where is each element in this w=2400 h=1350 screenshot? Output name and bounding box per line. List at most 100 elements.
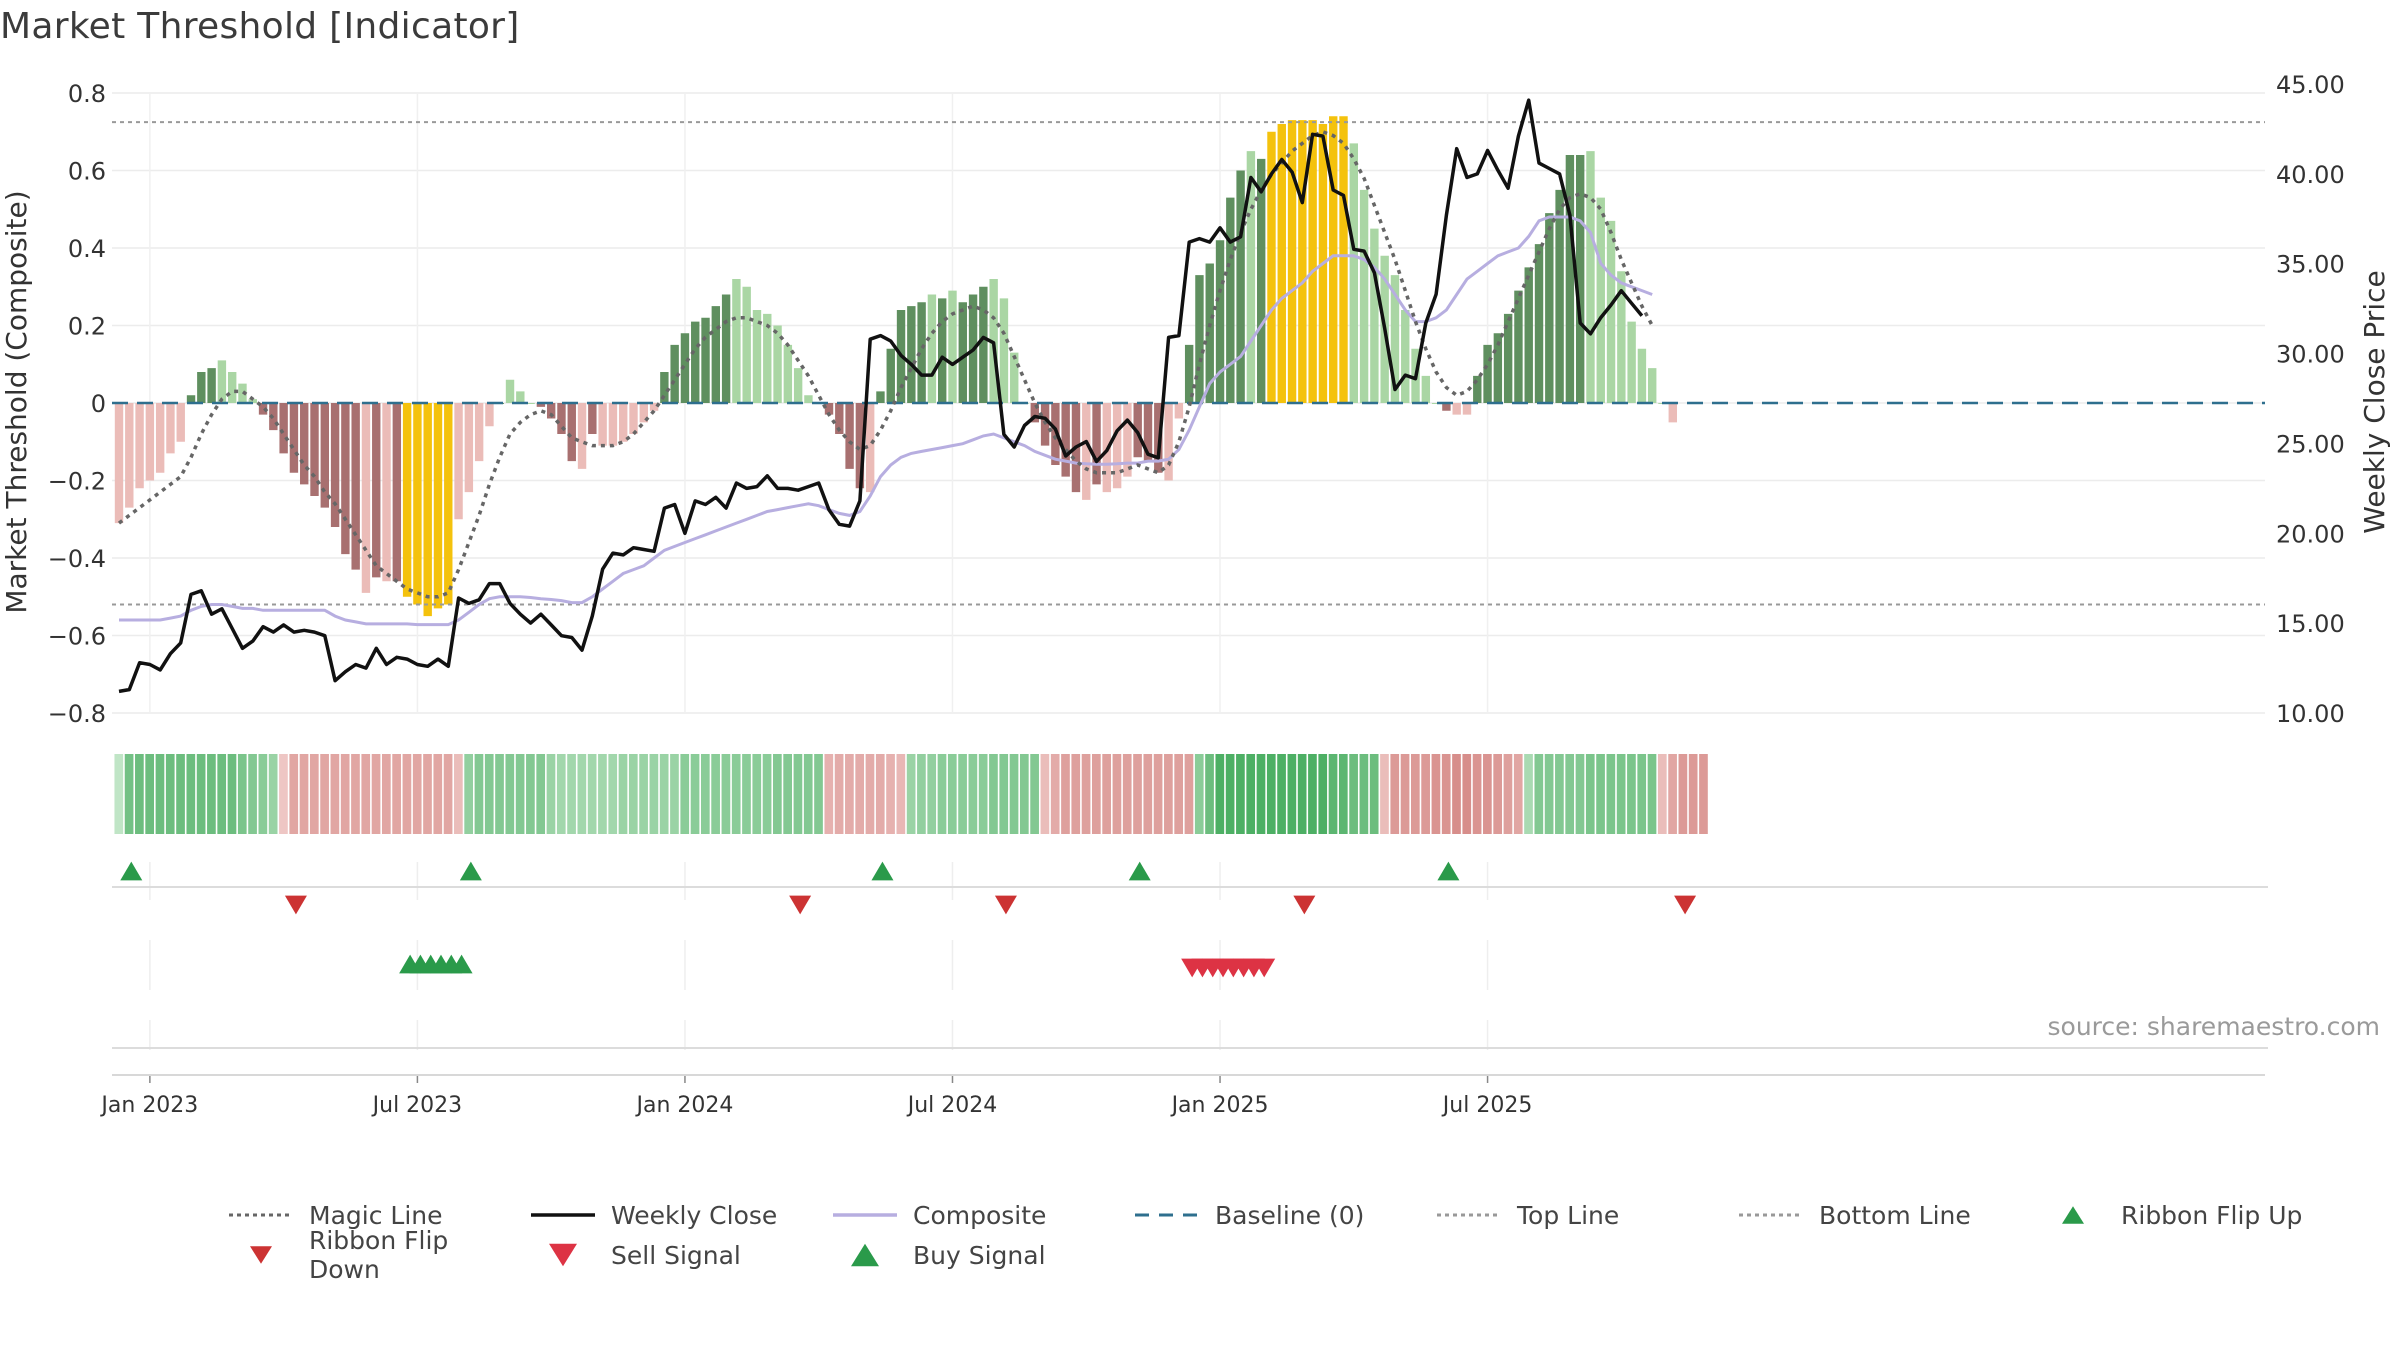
ribbon-cell bbox=[1338, 754, 1348, 834]
composite-bar bbox=[505, 379, 515, 403]
y-axis-label-right: Weekly Close Price bbox=[2358, 270, 2391, 533]
composite-bar bbox=[1359, 189, 1369, 403]
legend-item: Magic Line bbox=[225, 1201, 527, 1230]
composite-bar bbox=[444, 403, 453, 605]
ribbon-cell bbox=[1256, 754, 1266, 834]
ribbon-cell bbox=[1534, 754, 1544, 834]
legend-label: Ribbon Flip Up bbox=[2121, 1200, 2303, 1230]
ribbon-cell bbox=[454, 754, 463, 834]
ribbon-cell bbox=[1153, 754, 1163, 834]
ribbon-cell bbox=[803, 754, 813, 834]
composite-bar bbox=[804, 395, 813, 403]
ribbon-cell bbox=[135, 754, 144, 834]
ribbon-cell bbox=[783, 754, 792, 834]
ribbon-cell bbox=[320, 754, 329, 834]
ribbon-cell bbox=[1174, 754, 1184, 834]
ribbon-cell bbox=[1503, 754, 1513, 834]
legend-item: Ribbon Flip Down bbox=[225, 1226, 527, 1284]
ribbon-cell bbox=[1133, 754, 1142, 834]
ribbon-cell bbox=[361, 754, 371, 834]
composite-bar bbox=[649, 403, 659, 411]
ribbon-cell bbox=[1657, 754, 1667, 834]
legend-item: Top Line bbox=[1433, 1201, 1735, 1230]
ribbon-cell bbox=[989, 754, 998, 834]
ribbon-cell bbox=[1328, 754, 1338, 834]
ribbon-cell bbox=[690, 754, 700, 834]
ribbon-cell bbox=[721, 754, 731, 834]
composite-bar bbox=[1370, 228, 1379, 403]
legend-label: Ribbon Flip Down bbox=[308, 1226, 449, 1284]
ribbon-cell bbox=[1524, 754, 1533, 834]
ribbon-cell bbox=[155, 754, 165, 834]
composite-bar bbox=[598, 403, 607, 446]
line-series bbox=[112, 98, 2265, 694]
ribbon-cell bbox=[1596, 754, 1605, 834]
ribbon-cell bbox=[752, 754, 762, 834]
composite-bar bbox=[691, 321, 700, 403]
x-tick-label: Jul 2025 bbox=[1441, 1093, 1533, 1118]
ribbon-cell bbox=[1606, 754, 1616, 834]
ribbon-flip-up-marker bbox=[871, 861, 894, 881]
ribbon-cell bbox=[958, 754, 967, 834]
composite-bar bbox=[1606, 220, 1616, 403]
ribbon-cell bbox=[474, 754, 484, 834]
composite-bar bbox=[1287, 120, 1297, 403]
ribbon-cell bbox=[999, 754, 1009, 834]
composite-bar bbox=[660, 372, 669, 403]
ribbon-flip-down-marker bbox=[284, 895, 307, 915]
ribbon-cell bbox=[433, 754, 443, 834]
ribbon-cell bbox=[1462, 754, 1472, 834]
composite-bar bbox=[907, 306, 916, 403]
composite-bar bbox=[526, 403, 535, 404]
legend-label: Magic Line bbox=[309, 1200, 443, 1230]
ribbon-cell bbox=[1225, 754, 1235, 834]
composite-bar bbox=[155, 403, 165, 473]
ribbon-cell bbox=[1410, 754, 1420, 834]
legend-swatch-icon bbox=[2062, 1206, 2084, 1224]
ribbon-cell bbox=[1122, 754, 1132, 834]
composite-bar bbox=[1164, 403, 1173, 481]
legend-row-2: Ribbon Flip Down Sell Signal Buy Signal bbox=[225, 1226, 2345, 1284]
legend-swatch-icon bbox=[851, 1243, 879, 1267]
ribbon-cell bbox=[1030, 754, 1039, 834]
ribbon-cell bbox=[1637, 754, 1647, 834]
legend-item: Bottom Line bbox=[1735, 1201, 2037, 1230]
composite-bar bbox=[680, 333, 690, 403]
composite-bar bbox=[711, 306, 721, 403]
ribbon-flip-up-marker bbox=[1437, 861, 1460, 881]
composite-bar bbox=[1555, 189, 1564, 403]
ribbon-cell bbox=[927, 754, 937, 834]
composite-bar bbox=[927, 294, 937, 403]
x-tick-label: Jul 2023 bbox=[371, 1093, 463, 1118]
y-tick-label-left: −0.2 bbox=[48, 468, 106, 496]
composite-bar bbox=[413, 403, 422, 605]
ribbon-cell bbox=[1493, 754, 1503, 834]
ribbon-cell bbox=[731, 754, 741, 834]
y-tick-label-left: 0 bbox=[91, 390, 106, 418]
x-tick-label: Jan 2023 bbox=[99, 1093, 198, 1118]
legend-item: Baseline (0) bbox=[1131, 1201, 1433, 1230]
composite-bar bbox=[1617, 271, 1626, 403]
ribbon-cell bbox=[1349, 754, 1358, 834]
legend-label: Composite bbox=[913, 1200, 1047, 1230]
composite-bar bbox=[1236, 170, 1245, 403]
composite-bar bbox=[835, 403, 844, 434]
composite-bar bbox=[1596, 197, 1605, 403]
ribbon-cell bbox=[402, 754, 412, 834]
composite-bar bbox=[258, 403, 268, 415]
legend-swatch-icon bbox=[549, 1243, 577, 1267]
magic-line bbox=[117, 129, 1654, 599]
ribbon-cell bbox=[1040, 754, 1050, 834]
composite-bar bbox=[1174, 403, 1184, 419]
composite-bar bbox=[629, 403, 638, 434]
ribbon-cell bbox=[1287, 754, 1297, 834]
composite-bar bbox=[320, 403, 329, 508]
ribbon-cell bbox=[309, 754, 319, 834]
y-tick-label-right: 20.00 bbox=[2276, 520, 2345, 548]
composite-bar bbox=[464, 403, 474, 493]
ribbon-cell bbox=[165, 754, 175, 834]
ribbon-cell bbox=[1071, 754, 1081, 834]
ribbon-cell bbox=[742, 754, 751, 834]
legend-swatch-icon bbox=[229, 1213, 293, 1217]
legend: Magic Line Weekly Close Composite Baseline … bbox=[225, 1195, 2345, 1284]
